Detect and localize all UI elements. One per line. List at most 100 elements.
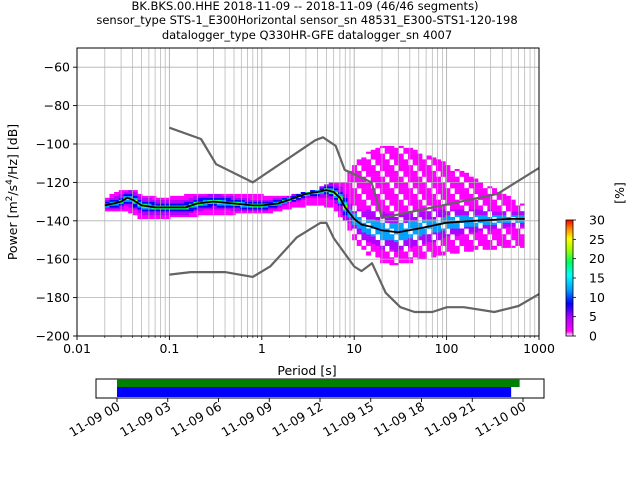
heatmap-cell: [482, 190, 488, 193]
heatmap-cell: [254, 201, 260, 204]
heatmap-cell: [235, 195, 241, 198]
heatmap-cell: [142, 197, 148, 200]
heatmap-cell: [202, 195, 208, 198]
heatmap-cell: [389, 234, 395, 237]
heatmap-cell: [366, 151, 372, 154]
heatmap-cell: [198, 209, 204, 212]
heatmap-cell: [454, 236, 460, 239]
heatmap-cell: [515, 207, 521, 210]
heatmap-cell: [440, 234, 446, 237]
heatmap-cell: [202, 203, 208, 206]
heatmap-cell: [198, 211, 204, 214]
heatmap-cell: [454, 184, 460, 187]
heatmap-cell: [114, 195, 120, 198]
heatmap-cell: [212, 211, 218, 214]
heatmap-cell: [431, 170, 437, 173]
heatmap-cell: [282, 203, 288, 206]
heatmap-cell: [459, 234, 465, 237]
heatmap-cell: [450, 176, 456, 179]
heatmap-cell: [403, 255, 409, 258]
heatmap-cell: [356, 197, 362, 200]
heatmap-cell: [389, 236, 395, 239]
heatmap-cell: [454, 247, 460, 250]
heatmap-cell: [454, 238, 460, 241]
heatmap-cell: [380, 234, 386, 237]
heatmap-cell: [436, 249, 442, 252]
heatmap-cell: [356, 209, 362, 212]
heatmap-cell: [272, 195, 278, 198]
heatmap-cell: [249, 205, 255, 208]
heatmap-cell: [370, 178, 376, 181]
heatmap-cell: [445, 190, 451, 193]
heatmap-cell: [389, 211, 395, 214]
heatmap-cell: [487, 220, 493, 223]
heatmap-cell: [492, 199, 497, 202]
heatmap-cell: [310, 199, 316, 202]
heatmap-cell: [319, 201, 325, 204]
heatmap-cell: [361, 188, 367, 191]
heatmap-cell: [226, 211, 232, 214]
heatmap-cell: [394, 209, 400, 212]
heatmap-cell: [473, 215, 479, 218]
heatmap-cell: [473, 224, 479, 227]
heatmap-cell: [422, 251, 428, 254]
heatmap-cell: [403, 216, 409, 220]
heatmap-cell: [515, 243, 521, 246]
heatmap-cell: [272, 201, 278, 204]
heatmap-cell: [412, 203, 418, 206]
heatmap-cell: [319, 197, 325, 200]
heatmap-cell: [482, 188, 488, 191]
heatmap-cell: [184, 213, 190, 216]
heatmap-cell: [338, 215, 344, 218]
heatmap-cell: [464, 188, 470, 191]
heatmap-cell: [384, 234, 390, 237]
heatmap-cell: [212, 213, 218, 216]
heatmap-cell: [454, 249, 460, 252]
heatmap-cell: [431, 174, 437, 177]
heatmap-cell: [403, 163, 409, 166]
heatmap-cell: [146, 207, 152, 210]
heatmap-cell: [492, 245, 497, 248]
heatmap-cell: [216, 209, 222, 212]
heatmap-cell: [263, 209, 269, 212]
heatmap-cell: [454, 205, 460, 208]
heatmap-cell: [226, 213, 232, 216]
heatmap-cell: [478, 190, 483, 193]
heatmap-cell: [356, 195, 362, 198]
heatmap-cell: [473, 209, 479, 212]
heatmap-cell: [464, 218, 470, 221]
heatmap-cell: [384, 195, 390, 198]
heatmap-cell: [417, 211, 423, 214]
heatmap-cell: [459, 232, 465, 235]
heatmap-cell: [384, 167, 390, 170]
heatmap-cell: [375, 245, 381, 248]
heatmap-cell: [450, 245, 456, 248]
heatmap-cell: [417, 232, 423, 235]
heatmap-cell: [389, 174, 395, 177]
heatmap-cell: [123, 190, 129, 193]
heatmap-cell: [333, 207, 339, 210]
heatmap-cell: [506, 201, 511, 204]
heatmap-cell: [422, 241, 428, 245]
heatmap-cell: [520, 226, 525, 229]
heatmap-cell: [268, 209, 274, 212]
heatmap-cell: [356, 178, 362, 181]
heatmap-cell: [188, 207, 194, 210]
heatmap-cell: [226, 193, 232, 197]
heatmap-cell: [436, 209, 442, 212]
heatmap-cell: [422, 184, 428, 187]
heatmap-cell: [506, 222, 511, 225]
heatmap-cell: [440, 218, 446, 221]
heatmap-cell: [366, 243, 372, 246]
heatmap-cell: [417, 255, 423, 258]
heatmap-cell: [464, 243, 470, 246]
heatmap-cell: [436, 178, 442, 181]
heatmap-cell: [454, 192, 460, 195]
heatmap-cell: [412, 240, 418, 243]
heatmap-cell: [380, 257, 386, 260]
heatmap-cell: [445, 167, 451, 170]
heatmap-cell: [520, 203, 525, 206]
heatmap-cell: [473, 182, 479, 185]
heatmap-cell: [370, 157, 376, 160]
heatmap-cell: [394, 247, 400, 250]
